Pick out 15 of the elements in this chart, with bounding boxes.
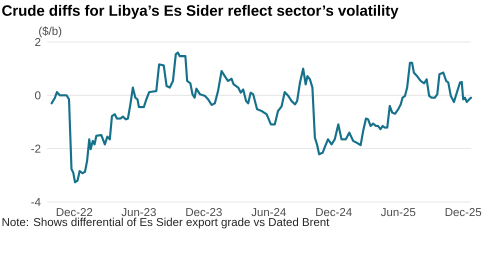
y-tick-label: -2 xyxy=(31,144,40,153)
y-axis-title: ($/b) xyxy=(39,26,62,38)
y-tick-label: 0 xyxy=(35,91,41,100)
text: Note: Shows differential of Es Sider export grade vs Dated Brent xyxy=(2,218,330,228)
x-tick-label: Jun-25 xyxy=(380,208,416,216)
line-series xyxy=(50,52,472,184)
y-tick-label: -4 xyxy=(31,198,41,206)
x-tick-label: Dec-25 xyxy=(446,208,482,216)
x-tick-label: Dec-24 xyxy=(316,208,352,216)
x-tick-label: Dec-22 xyxy=(56,208,92,216)
x-tick-label: Jun-24 xyxy=(251,208,286,216)
y-tick-label: 2 xyxy=(35,38,40,46)
x-tick-label: Jun-23 xyxy=(122,208,156,216)
x-tick-label: Dec-23 xyxy=(186,208,222,216)
chart-title: Crude diffs for Libya’s Es Sider reflect sector’s volatility xyxy=(2,4,398,19)
